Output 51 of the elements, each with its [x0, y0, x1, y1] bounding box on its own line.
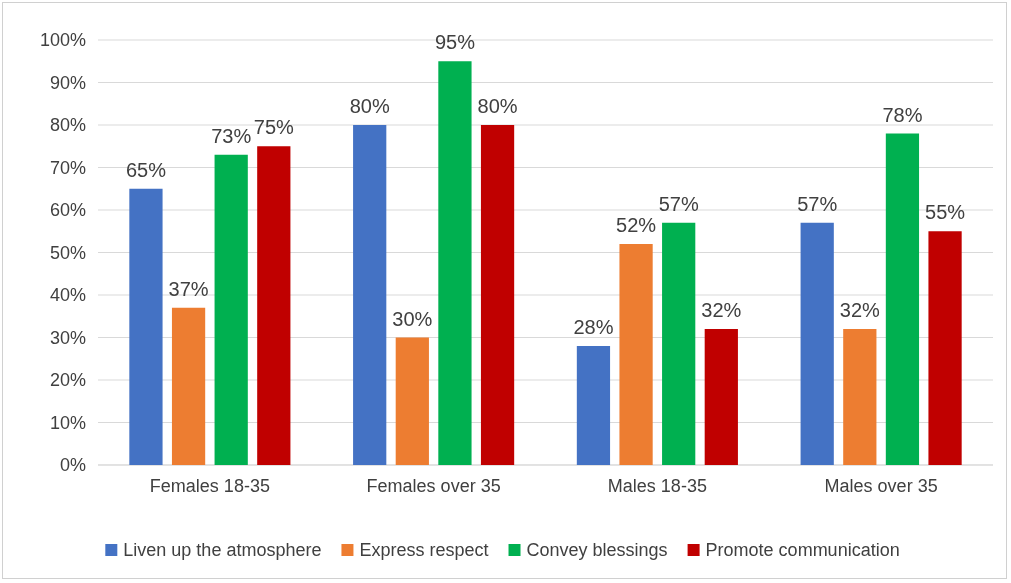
x-tick-label: Males over 35 — [824, 475, 938, 496]
bar — [438, 61, 472, 465]
bar — [480, 125, 515, 465]
data-label: 37% — [168, 277, 209, 300]
legend-label: Express respect — [359, 540, 489, 561]
data-label: 55% — [925, 201, 966, 224]
bar — [662, 222, 696, 465]
bar — [843, 329, 877, 465]
legend-label: Liven up the atmosphere — [123, 540, 322, 561]
y-tick-label: 90% — [49, 72, 86, 93]
data-label: 32% — [839, 299, 881, 321]
y-tick-label: 80% — [49, 115, 86, 136]
y-tick-label: 40% — [49, 285, 86, 306]
bar — [619, 244, 653, 465]
y-tick-label: 70% — [49, 157, 86, 178]
data-label: 73% — [211, 124, 252, 147]
bar — [928, 231, 962, 465]
data-label: 57% — [797, 192, 838, 215]
bar — [129, 188, 163, 465]
bar — [704, 329, 738, 465]
y-tick-label: 30% — [49, 327, 86, 348]
y-tick-label: 10% — [49, 412, 86, 433]
bar — [885, 133, 920, 465]
data-label: 80% — [477, 95, 518, 117]
data-label: 57% — [658, 192, 699, 215]
bar — [800, 222, 834, 465]
y-tick-label: 100% — [39, 30, 86, 51]
data-label: 52% — [616, 214, 657, 236]
data-label: 78% — [882, 103, 923, 126]
data-label: 32% — [701, 299, 742, 321]
data-label: 80% — [349, 95, 390, 117]
bar — [257, 146, 291, 465]
x-tick-label: Males 18-35 — [607, 475, 707, 496]
y-tick-label: 50% — [49, 242, 86, 263]
legend-label: Promote communication — [705, 540, 900, 561]
y-tick-label: 0% — [59, 455, 86, 476]
x-tick-label: Females 18-35 — [149, 475, 270, 496]
y-tick-label: 60% — [49, 200, 86, 221]
bar — [171, 307, 206, 465]
bar — [214, 154, 248, 465]
data-label: 95% — [434, 31, 476, 54]
y-tick-label: 20% — [49, 370, 86, 391]
data-label: 75% — [253, 116, 295, 139]
bar — [353, 125, 387, 465]
legend-label: Convey blessings — [526, 540, 668, 561]
bar — [576, 346, 611, 465]
x-tick-label: Females over 35 — [366, 475, 501, 496]
data-label: 30% — [392, 307, 433, 330]
bar — [395, 337, 429, 465]
data-label: 28% — [573, 316, 614, 338]
data-label: 65% — [125, 158, 167, 181]
